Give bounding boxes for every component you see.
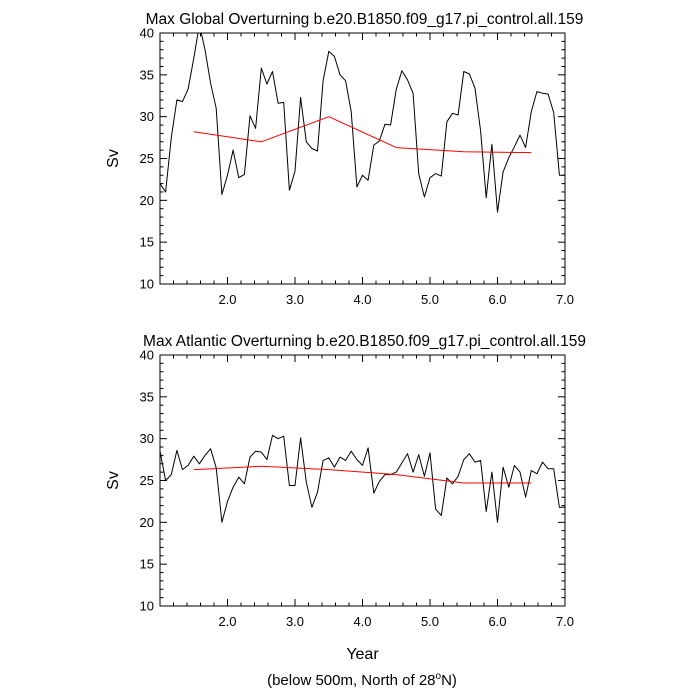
chart-title: Max Global Overturning b.e20.B1850.f09_g… [146,11,584,28]
series-line-monthly [160,33,565,213]
y-tick-label: 20 [140,193,154,208]
global-overturning-panel: 10 15 20 25 30 35 40 2.0 3.0 4.0 5.0 6.0 7.0 Max Glob… [105,11,583,307]
y-axis-label: Sv [105,471,122,490]
x-tick-label: 4.0 [353,614,371,629]
y-tick-label: 25 [140,151,154,166]
y-tick-label: 40 [140,348,154,363]
x-tick-label: 7.0 [556,614,574,629]
x-tick-label: 3.0 [286,614,304,629]
y-tick-label: 10 [140,277,154,292]
x-tick-label: 2.0 [218,292,236,307]
y-tick-label: 40 [140,26,154,41]
footnote: (below 500m, North of 28oN) [267,671,457,689]
y-tick-label: 25 [140,473,154,488]
y-tick-label: 30 [140,431,154,446]
y-axis-label: Sv [105,149,122,168]
y-tick-label: 10 [140,599,154,614]
series-group [160,434,565,523]
x-tick-label: 5.0 [421,614,439,629]
x-tick-label: 7.0 [556,292,574,307]
y-tick-label: 35 [140,67,154,82]
atlantic-overturning-panel: 10 15 20 25 30 35 40 2.0 3.0 4.0 5.0 6.0 7.0 Max Atla… [105,333,586,663]
series-line-mean [193,116,532,154]
series-line-mean [193,465,532,484]
x-tick-label: 6.0 [488,614,506,629]
y-tick-label: 15 [140,235,154,250]
x-axis-label: Year [346,646,379,663]
y-tick-label: 30 [140,109,154,124]
x-tick-label: 6.0 [488,292,506,307]
x-tick-label: 5.0 [421,292,439,307]
y-tick-label: 20 [140,515,154,530]
plot-frame [159,354,566,607]
plot-frame [159,32,566,285]
chart-title: Max Atlantic Overturning b.e20.B1850.f09… [143,333,586,350]
x-tick-label: 4.0 [353,292,371,307]
series-group [160,33,565,213]
x-tick-label: 3.0 [286,292,304,307]
x-tick-label: 2.0 [218,614,236,629]
series-line-monthly [160,434,565,523]
y-tick-label: 35 [140,389,154,404]
y-tick-label: 15 [140,557,154,572]
